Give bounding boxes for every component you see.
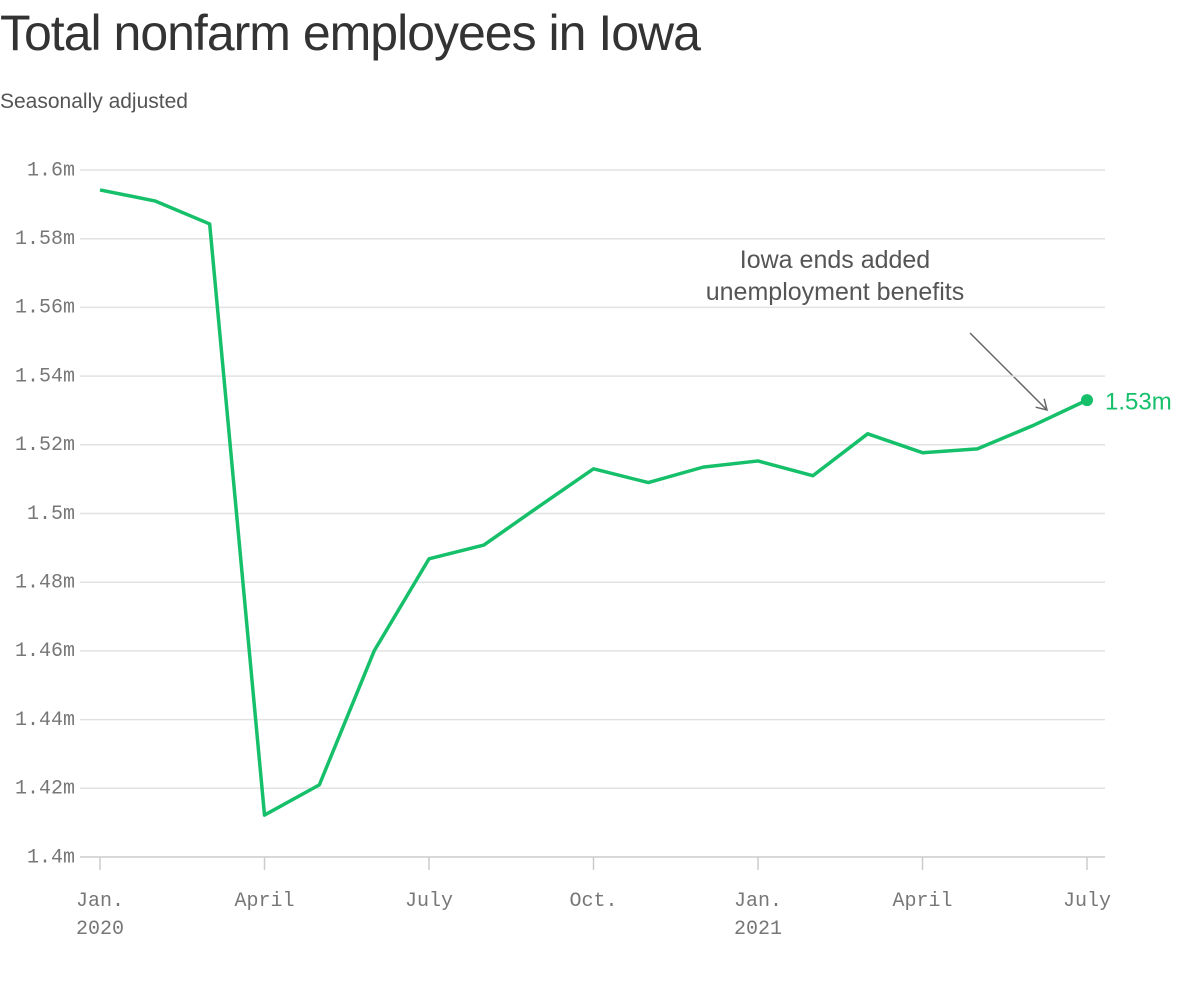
y-tick-label: 1.48m: [15, 571, 75, 594]
x-tick-label: July: [1062, 890, 1112, 913]
x-tick-label: April: [892, 890, 953, 913]
x-tick-label: July: [404, 890, 454, 913]
y-tick-label: 1.54m: [15, 365, 75, 388]
x-tick-label: Jan. 2021: [733, 890, 783, 941]
chart-title: Total nonfarm employees in Iowa: [0, 5, 701, 61]
y-tick-label: 1.56m: [15, 297, 75, 320]
y-tick-label: 1.52m: [15, 434, 75, 457]
x-tick-label: Oct.: [569, 890, 618, 913]
y-tick-label: 1.44m: [15, 709, 75, 732]
annotation-arrow: [969, 332, 1049, 412]
y-tick-label: 1.4m: [27, 846, 75, 869]
chart-subtitle: Seasonally adjusted: [0, 90, 188, 113]
y-tick-label: 1.42m: [15, 778, 75, 801]
y-tick-label: 1.58m: [15, 228, 75, 251]
value-label: 1.53m: [1105, 388, 1172, 415]
end-point: [1081, 394, 1093, 407]
data-line: [99, 188, 1088, 817]
x-tick-label: Jan. 2020: [75, 890, 125, 941]
y-tick-label: 1.46m: [15, 640, 75, 663]
annotation: Iowa ends added unemployment benefits: [705, 246, 965, 306]
y-tick-label: 1.5m: [27, 503, 75, 526]
y-tick-label: 1.6m: [27, 159, 75, 182]
x-tick-label: April: [234, 890, 295, 913]
